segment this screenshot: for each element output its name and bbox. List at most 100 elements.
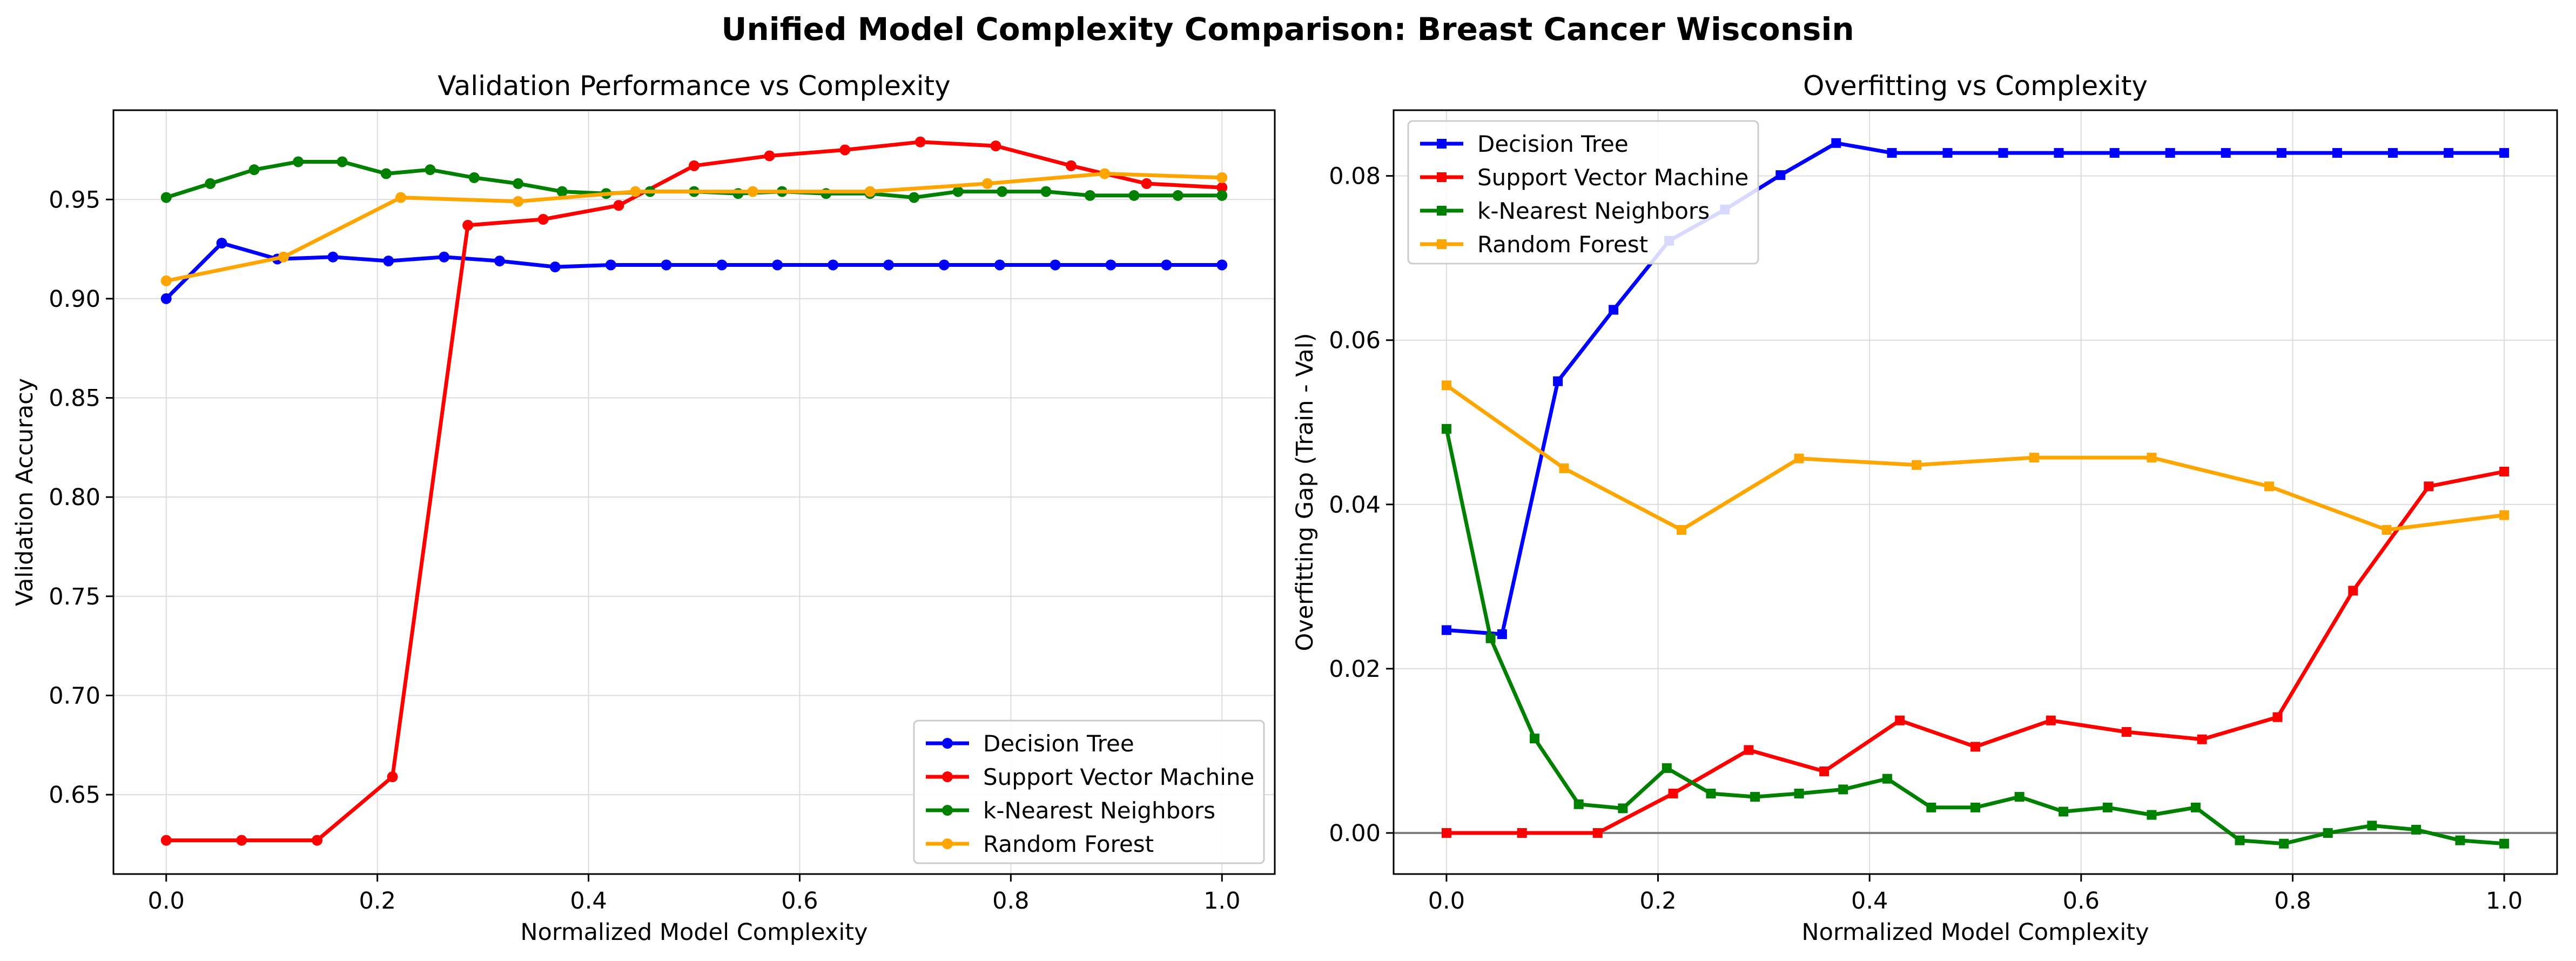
- chart-2-data-point-support-vector-machine: [2046, 715, 2056, 725]
- chart-1-data-point-decision-tree: [994, 259, 1005, 271]
- chart-1-data-point-support-vector-machine: [160, 835, 172, 846]
- chart-2-data-point-k-nearest-neighbors: [1441, 424, 1451, 434]
- figure-title: Unified Model Complexity Comparison: Bre…: [721, 11, 1854, 48]
- chart-2-data-point-k-nearest-neighbors: [1926, 802, 1936, 812]
- chart-1-data-point-k-nearest-neighbors: [293, 156, 304, 167]
- chart-1-data-point-decision-tree: [1216, 259, 1228, 271]
- chart-1-data-point-support-vector-machine: [839, 144, 851, 156]
- chart-1-data-point-k-nearest-neighbors: [513, 178, 524, 189]
- chart-1-data-point-k-nearest-neighbors: [380, 168, 392, 179]
- chart-1-data-point-k-nearest-neighbors: [952, 186, 964, 197]
- chart-1-x-tick-label: 0.2: [359, 888, 395, 915]
- chart-2-data-point-k-nearest-neighbors: [1750, 792, 1760, 802]
- chart-1-x-tick-label: 0.8: [992, 888, 1029, 915]
- chart-2-data-point-decision-tree: [2276, 148, 2286, 158]
- chart-2-x-tick-label: 1.0: [2486, 888, 2523, 915]
- chart-2-data-point-k-nearest-neighbors: [2411, 824, 2421, 835]
- chart-2-data-point-decision-tree: [1441, 625, 1451, 635]
- chart-2-data-point-k-nearest-neighbors: [2367, 821, 2377, 831]
- chart-2-data-point-k-nearest-neighbors: [1662, 763, 1672, 773]
- chart-1-data-point-k-nearest-neighbors: [248, 164, 260, 176]
- chart-1-data-point-k-nearest-neighbors: [425, 164, 436, 176]
- chart-1-data-point-support-vector-machine: [689, 160, 700, 171]
- chart-1-y-tick-label: 0.80: [49, 484, 100, 511]
- chart-1-y-tick-label: 0.75: [49, 583, 100, 610]
- chart-2-data-point-k-nearest-neighbors: [2323, 828, 2333, 838]
- chart-2-data-point-k-nearest-neighbors: [2279, 838, 2289, 849]
- chart-2-data-point-decision-tree: [1609, 305, 1619, 315]
- chart-1-x-tick-label: 0.6: [781, 888, 818, 915]
- chart-2-x-tick-label: 0.8: [2274, 888, 2311, 915]
- chart-1-legend-box: [913, 720, 1265, 864]
- chart-1-data-point-support-vector-machine: [1141, 178, 1152, 189]
- chart-2-data-point-k-nearest-neighbors: [1618, 803, 1628, 814]
- chart-1-data-point-random-forest: [513, 196, 524, 207]
- chart-2-data-point-decision-tree: [1998, 148, 2008, 158]
- chart-2-legend-box: [1407, 120, 1759, 265]
- chart-2-data-point-decision-tree: [1775, 170, 1786, 180]
- chart-1-data-point-support-vector-machine: [990, 140, 1001, 152]
- chart-1-data-point-random-forest: [395, 192, 407, 203]
- chart-1-data-point-decision-tree: [439, 251, 450, 263]
- chart-2-axes-frame: [1393, 109, 2558, 875]
- chart-1-data-point-decision-tree: [1050, 259, 1061, 271]
- chart-1-legend-marker-decision-tree: [942, 738, 953, 749]
- validation-performance-panel: 0.0 0.2 0.4 0.6 0.8 1.0 0.65 0.70 0.75 0.80 0.85 0.…: [11, 70, 1276, 946]
- chart-2-data-point-k-nearest-neighbors: [2499, 838, 2510, 849]
- chart-2-data-point-decision-tree: [2165, 148, 2175, 158]
- chart-2-data-point-support-vector-machine: [1819, 766, 1830, 776]
- chart-1-data-point-support-vector-machine: [1065, 160, 1077, 171]
- chart-2-data-point-support-vector-machine: [2499, 466, 2510, 476]
- chart-1-y-tick-label: 0.95: [49, 186, 100, 213]
- chart-2-x-tick-label: 0.0: [1428, 888, 1465, 915]
- chart-1-data-point-k-nearest-neighbors: [205, 178, 216, 189]
- chart-1-axes-frame: [112, 109, 1276, 875]
- chart-2-legend-label-k-nearest-neighbors: k-Nearest Neighbors: [1477, 198, 1710, 224]
- chart-1-legend-marker-random-forest: [942, 838, 953, 849]
- chart-1-series-line-random-forest: [166, 172, 1222, 283]
- chart-1-legend-label-decision-tree: Decision Tree: [983, 730, 1134, 757]
- chart-1-data-point-decision-tree: [327, 251, 339, 263]
- chart-1-data-point-support-vector-machine: [613, 200, 624, 211]
- chart-1-data-point-k-nearest-neighbors: [1084, 190, 1095, 201]
- chart-2-y-tick-label: 0.02: [1329, 656, 1381, 683]
- chart-2-legend-marker-decision-tree: [1437, 139, 1447, 149]
- chart-1-series-line-decision-tree: [165, 241, 1222, 300]
- chart-1-data-point-k-nearest-neighbors: [160, 192, 172, 203]
- chart-2-data-point-k-nearest-neighbors: [1970, 802, 1980, 812]
- chart-2-x-tick-label: 0.2: [1639, 888, 1676, 915]
- chart-1-data-point-random-forest: [630, 186, 641, 197]
- chart-2-data-point-k-nearest-neighbors: [1838, 784, 1848, 795]
- chart-2-series-line-random-forest: [1445, 384, 2505, 532]
- chart-2-data-point-k-nearest-neighbors: [1530, 734, 1540, 744]
- chart-1-data-point-random-forest: [981, 178, 993, 189]
- chart-1-y-tick-label: 0.90: [49, 286, 100, 313]
- chart-2-legend-label-random-forest: Random Forest: [1477, 231, 1648, 258]
- chart-2-data-point-random-forest: [1794, 453, 1804, 463]
- chart-1-data-point-support-vector-machine: [312, 835, 323, 846]
- chart-1-data-point-decision-tree: [494, 256, 505, 267]
- chart-1-data-point-decision-tree: [661, 259, 672, 271]
- chart-1-data-point-k-nearest-neighbors: [337, 156, 348, 167]
- chart-2-data-point-random-forest: [2499, 510, 2510, 520]
- chart-2-data-point-random-forest: [1677, 525, 1687, 535]
- chart-2-data-point-random-forest: [1912, 460, 1922, 470]
- chart-2-data-point-decision-tree: [2387, 148, 2398, 158]
- chart-1-data-point-decision-tree: [216, 238, 227, 249]
- chart-1-legend-marker-support-vector-machine: [942, 771, 953, 782]
- chart-2-data-point-support-vector-machine: [2121, 727, 2131, 737]
- chart-1-y-tick-label: 0.65: [49, 782, 100, 809]
- chart-1-x-tick-label: 1.0: [1203, 888, 1240, 915]
- chart-2-y-tick-label: 0.04: [1329, 492, 1381, 519]
- chart-1-data-point-k-nearest-neighbors: [1216, 190, 1228, 201]
- chart-1-legend-label-k-nearest-neighbors: k-Nearest Neighbors: [983, 797, 1215, 824]
- chart-1-title: Validation Performance vs Complexity: [438, 70, 950, 102]
- chart-1-data-point-decision-tree: [772, 259, 783, 271]
- chart-1-legend-label-random-forest: Random Forest: [983, 831, 1154, 857]
- chart-1-data-point-decision-tree: [828, 259, 839, 271]
- chart-2-data-point-k-nearest-neighbors: [2455, 835, 2465, 845]
- chart-2-data-point-k-nearest-neighbors: [1485, 633, 1496, 643]
- chart-1-data-point-k-nearest-neighbors: [556, 186, 568, 197]
- chart-2-y-tick-label: 0.06: [1329, 327, 1381, 354]
- chart-2-data-point-k-nearest-neighbors: [2235, 835, 2245, 845]
